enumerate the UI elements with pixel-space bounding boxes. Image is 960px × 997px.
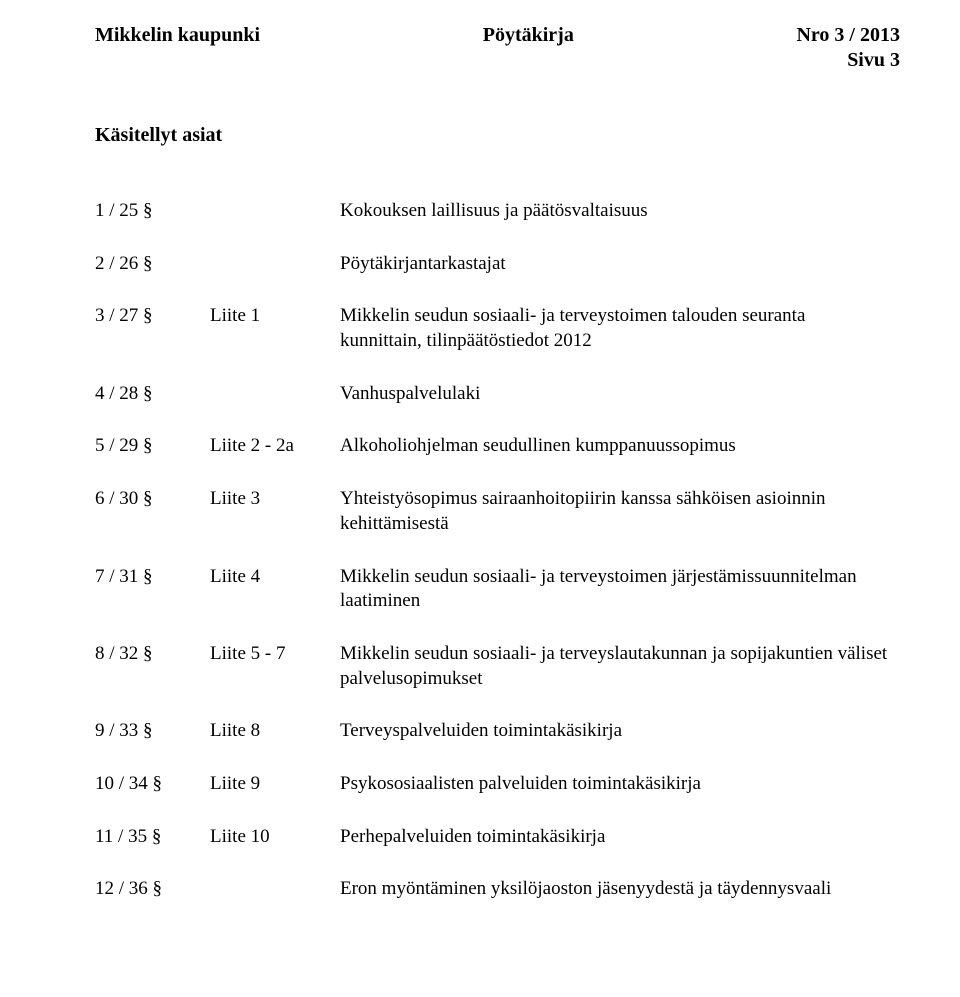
item-id: 6 / 30 § — [95, 487, 210, 512]
item-id: 1 / 25 § — [95, 199, 210, 224]
item-text: Psykososiaalisten palveluiden toimintakä… — [340, 772, 900, 797]
item-text: Yhteistyösopimus sairaanhoitopiirin kans… — [340, 487, 900, 536]
item-text: Mikkelin seudun sosiaali- ja terveystoim… — [340, 304, 900, 353]
item-id: 10 / 34 § — [95, 772, 210, 797]
list-item: 5 / 29 § Liite 2 - 2a Alkoholiohjelman s… — [95, 434, 900, 459]
item-id: 9 / 33 § — [95, 719, 210, 744]
item-text: Eron myöntäminen yksilöjaoston jäsenyyde… — [340, 877, 900, 902]
item-id: 12 / 36 § — [95, 877, 210, 902]
list-item: 7 / 31 § Liite 4 Mikkelin seudun sosiaal… — [95, 565, 900, 614]
list-item: 6 / 30 § Liite 3 Yhteistyösopimus sairaa… — [95, 487, 900, 536]
item-id: 5 / 29 § — [95, 434, 210, 459]
page-header-sub: Sivu 3 — [95, 49, 900, 72]
item-attachment: Liite 8 — [210, 719, 340, 744]
item-id: 2 / 26 § — [95, 252, 210, 277]
item-attachment: Liite 1 — [210, 304, 340, 329]
item-attachment: Liite 5 - 7 — [210, 642, 340, 667]
item-text: Kokouksen laillisuus ja päätösvaltaisuus — [340, 199, 900, 224]
list-item: 2 / 26 § Pöytäkirjantarkastajat — [95, 252, 900, 277]
item-text: Terveyspalveluiden toimintakäsikirja — [340, 719, 900, 744]
item-id: 3 / 27 § — [95, 304, 210, 329]
items-list: 1 / 25 § Kokouksen laillisuus ja päätösv… — [95, 199, 900, 930]
list-item: 4 / 28 § Vanhuspalvelulaki — [95, 382, 900, 407]
section-title: Käsitellyt asiat — [95, 124, 900, 147]
list-item: 10 / 34 § Liite 9 Psykososiaalisten palv… — [95, 772, 900, 797]
item-attachment: Liite 2 - 2a — [210, 434, 340, 459]
list-item: 11 / 35 § Liite 10 Perhepalveluiden toim… — [95, 825, 900, 850]
item-attachment: Liite 9 — [210, 772, 340, 797]
list-item: 1 / 25 § Kokouksen laillisuus ja päätösv… — [95, 199, 900, 224]
header-left: Mikkelin kaupunki — [95, 24, 260, 47]
item-text: Pöytäkirjantarkastajat — [340, 252, 900, 277]
item-id: 8 / 32 § — [95, 642, 210, 667]
item-attachment: Liite 3 — [210, 487, 340, 512]
item-attachment: Liite 4 — [210, 565, 340, 590]
item-id: 11 / 35 § — [95, 825, 210, 850]
list-item: 12 / 36 § Eron myöntäminen yksilöjaoston… — [95, 877, 900, 902]
item-attachment: Liite 10 — [210, 825, 340, 850]
item-text: Mikkelin seudun sosiaali- ja terveystoim… — [340, 565, 900, 614]
list-item: 8 / 32 § Liite 5 - 7 Mikkelin seudun sos… — [95, 642, 900, 691]
item-text: Alkoholiohjelman seudullinen kumppanuuss… — [340, 434, 900, 459]
item-id: 7 / 31 § — [95, 565, 210, 590]
header-right: Nro 3 / 2013 — [796, 24, 900, 47]
item-text: Mikkelin seudun sosiaali- ja terveyslaut… — [340, 642, 900, 691]
list-item: 9 / 33 § Liite 8 Terveyspalveluiden toim… — [95, 719, 900, 744]
item-text: Vanhuspalvelulaki — [340, 382, 900, 407]
list-item: 3 / 27 § Liite 1 Mikkelin seudun sosiaal… — [95, 304, 900, 353]
page-header: Mikkelin kaupunki Pöytäkirja Nro 3 / 201… — [95, 24, 900, 47]
item-id: 4 / 28 § — [95, 382, 210, 407]
item-text: Perhepalveluiden toimintakäsikirja — [340, 825, 900, 850]
header-middle: Pöytäkirja — [483, 24, 574, 47]
header-sub-text: Sivu 3 — [847, 49, 900, 72]
